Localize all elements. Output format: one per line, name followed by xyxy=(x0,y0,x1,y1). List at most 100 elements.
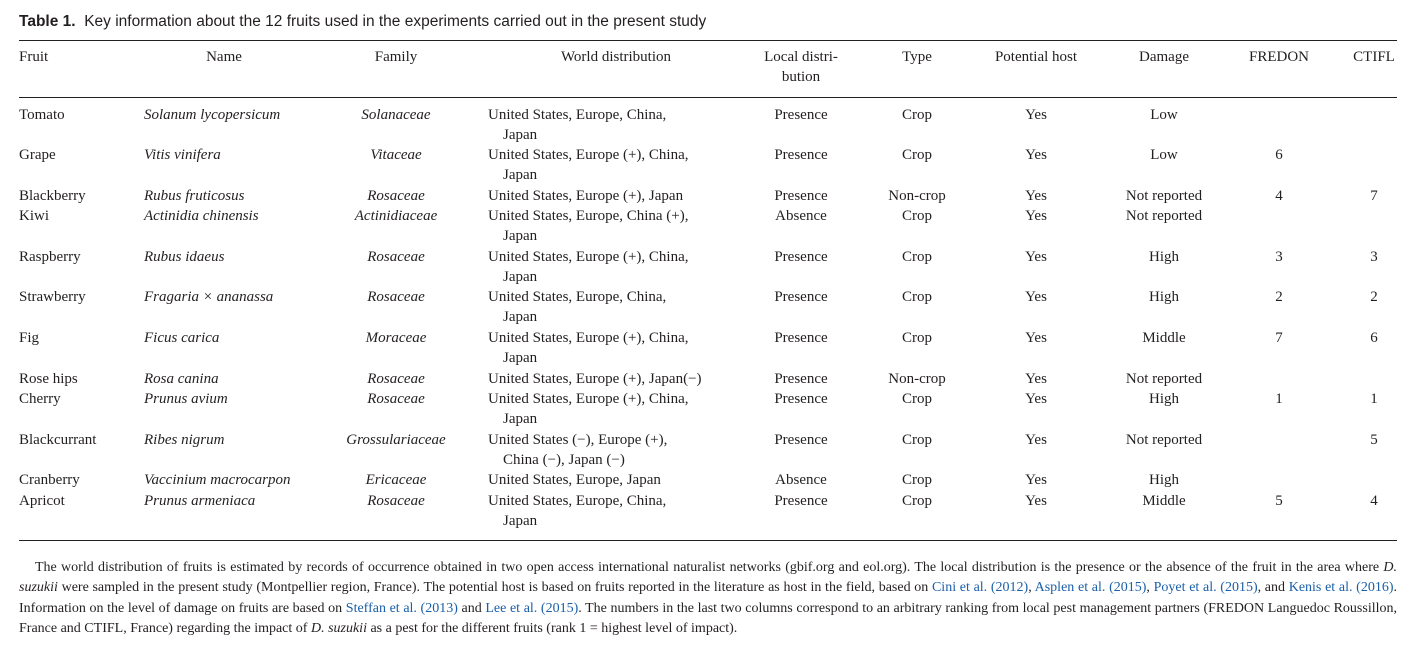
world-line-2: Japan xyxy=(503,228,538,245)
cell-world-distribution: United States (−), Europe (+), China (−),… xyxy=(488,430,728,471)
cell-local: Presence xyxy=(774,188,828,204)
header-name: Name xyxy=(206,49,242,65)
cell-fruit: Apricot xyxy=(19,493,65,509)
header-potential-host: Potential host xyxy=(994,49,1078,65)
cell-type: Non-crop xyxy=(888,188,946,204)
cell-local: Presence xyxy=(774,330,828,346)
cell-damage: High xyxy=(1149,472,1179,488)
cell-world-distribution: United States, Europe (+), China, Japan xyxy=(488,328,728,369)
cell-fredon: 1 xyxy=(1275,391,1283,407)
cell-name: Vitis vinifera xyxy=(144,147,221,163)
cell-type: Crop xyxy=(902,391,932,407)
world-line-2: Japan xyxy=(503,269,538,286)
footnote-separator: , xyxy=(1146,580,1154,596)
world-line-1: United States, Europe, China, xyxy=(488,107,667,123)
cell-type: Crop xyxy=(902,472,932,488)
cell-family: Vitaceae xyxy=(370,147,422,163)
cell-local: Absence xyxy=(775,208,827,224)
reference-link-kenis[interactable]: Kenis et al. (2016) xyxy=(1288,580,1394,596)
cell-fruit: Kiwi xyxy=(19,208,49,224)
cell-type: Crop xyxy=(902,147,932,163)
reference-link-poyet[interactable]: Poyet et al. (2015) xyxy=(1153,580,1258,596)
cell-name: Rosa canina xyxy=(144,371,219,387)
cell-name: Rubus idaeus xyxy=(144,249,225,265)
cell-world-distribution: United States, Europe (+), China, Japan xyxy=(488,247,728,288)
cell-type: Non-crop xyxy=(888,371,946,387)
world-line-1: United States, Europe (+), Japan xyxy=(488,188,684,204)
cell-host: Yes xyxy=(1025,371,1047,387)
reference-link-lee[interactable]: Lee et al. (2015) xyxy=(485,600,579,616)
reference-link-asplen[interactable]: Asplen et al. (2015) xyxy=(1034,580,1147,596)
reference-link-steffan[interactable]: Steffan et al. (2013) xyxy=(345,600,458,616)
species-name: D. suzukii xyxy=(19,560,1397,596)
cell-fredon: 2 xyxy=(1275,289,1283,305)
cell-fruit: Cherry xyxy=(19,391,61,407)
cell-family: Rosaceae xyxy=(367,391,425,407)
cell-name: Actinidia chinensis xyxy=(144,208,259,224)
cell-type: Crop xyxy=(902,493,932,509)
cell-type: Crop xyxy=(902,107,932,123)
cell-type: Crop xyxy=(902,289,932,305)
cell-world-distribution: United States, Europe, Japan xyxy=(488,470,728,490)
cell-type: Crop xyxy=(902,208,932,224)
cell-world-distribution: United States, Europe (+), China, Japan xyxy=(488,145,728,186)
bottom-rule xyxy=(19,540,1397,541)
world-line-1: United States, Europe, Japan xyxy=(488,472,661,488)
cell-local: Presence xyxy=(774,249,828,265)
cell-fredon: 6 xyxy=(1275,147,1283,163)
cell-ctifl: 1 xyxy=(1370,391,1378,407)
footnote-text: The world distribution of fruits is esti… xyxy=(35,560,1384,575)
cell-world-distribution: United States, Europe, China, Japan xyxy=(488,105,728,146)
table-caption: Table 1. Key information about the 12 fr… xyxy=(19,13,706,31)
cell-family: Rosaceae xyxy=(367,188,425,204)
table-label: Table 1. xyxy=(19,13,76,30)
cell-local: Presence xyxy=(774,289,828,305)
cell-world-distribution: United States, Europe, China, Japan xyxy=(488,491,728,532)
cell-fruit: Blackcurrant xyxy=(19,432,97,448)
cell-ctifl: 7 xyxy=(1370,188,1378,204)
world-line-1: United States, Europe (+), Japan(−) xyxy=(488,371,702,387)
cell-world-distribution: United States, Europe (+), Japan(−) xyxy=(488,369,728,389)
cell-family: Actinidiaceae xyxy=(354,208,438,224)
cell-name: Prunus armeniaca xyxy=(144,493,256,509)
cell-ctifl: 4 xyxy=(1370,493,1378,509)
cell-fruit: Cranberry xyxy=(19,472,80,488)
world-line-1: United States, Europe (+), China, xyxy=(488,330,689,346)
cell-local: Absence xyxy=(775,472,827,488)
footnote-text: were sampled in the present study (Montp… xyxy=(57,580,932,596)
cell-name: Solanum lycopersicum xyxy=(144,107,281,123)
world-line-1: United States, Europe (+), China, xyxy=(488,147,689,163)
cell-host: Yes xyxy=(1025,208,1047,224)
cell-ctifl: 2 xyxy=(1370,289,1378,305)
cell-world-distribution: United States, Europe (+), Japan xyxy=(488,186,728,206)
footnote-separator: , xyxy=(1028,580,1035,596)
cell-family: Rosaceae xyxy=(367,249,425,265)
cell-type: Crop xyxy=(902,432,932,448)
cell-damage: Not reported xyxy=(1125,208,1203,224)
header-world-distribution: World distribution xyxy=(560,49,672,65)
world-line-2: Japan xyxy=(503,309,538,326)
cell-host: Yes xyxy=(1025,432,1047,448)
species-name: D. suzukii xyxy=(310,621,367,637)
cell-world-distribution: United States, Europe (+), China, Japan xyxy=(488,389,728,430)
footnote-text: . Information on the level of damage on … xyxy=(19,580,1397,616)
cell-host: Yes xyxy=(1025,147,1047,163)
reference-link-cini[interactable]: Cini et al. (2012) xyxy=(931,580,1029,596)
cell-fredon: 5 xyxy=(1275,493,1283,509)
cell-fruit: Grape xyxy=(19,147,56,163)
cell-host: Yes xyxy=(1025,249,1047,265)
cell-host: Yes xyxy=(1025,493,1047,509)
cell-family: Grossulariaceae xyxy=(346,432,446,448)
header-damage: Damage xyxy=(1139,49,1189,65)
cell-family: Ericaceae xyxy=(365,472,427,488)
cell-local: Presence xyxy=(774,391,828,407)
cell-fredon: 3 xyxy=(1275,249,1283,265)
footnote-separator: and xyxy=(457,600,486,616)
cell-damage: Low xyxy=(1150,107,1178,123)
cell-name: Prunus avium xyxy=(144,391,228,407)
world-line-1: United States (−), Europe (+), xyxy=(488,432,668,448)
cell-damage: Middle xyxy=(1142,493,1186,509)
world-line-2: China (−), Japan (−) xyxy=(503,452,625,469)
cell-damage: Low xyxy=(1150,147,1178,163)
header-local-line-2: bution xyxy=(781,69,821,85)
